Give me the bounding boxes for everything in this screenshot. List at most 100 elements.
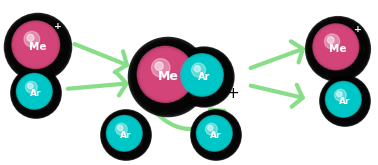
Circle shape bbox=[334, 90, 354, 110]
Circle shape bbox=[337, 48, 339, 50]
Circle shape bbox=[30, 39, 45, 53]
Circle shape bbox=[322, 33, 352, 63]
Circle shape bbox=[315, 26, 357, 68]
Circle shape bbox=[131, 40, 205, 114]
Circle shape bbox=[340, 96, 349, 105]
Circle shape bbox=[7, 16, 69, 78]
Circle shape bbox=[341, 97, 348, 104]
Circle shape bbox=[327, 83, 359, 115]
Circle shape bbox=[336, 47, 340, 51]
Circle shape bbox=[192, 65, 214, 87]
Circle shape bbox=[211, 130, 220, 139]
Circle shape bbox=[142, 51, 190, 99]
Circle shape bbox=[13, 70, 59, 116]
Circle shape bbox=[124, 133, 128, 137]
Circle shape bbox=[24, 33, 50, 59]
Circle shape bbox=[177, 50, 231, 104]
Circle shape bbox=[208, 127, 223, 141]
Circle shape bbox=[321, 78, 369, 125]
Text: +: + bbox=[227, 85, 239, 100]
Circle shape bbox=[190, 63, 215, 89]
Circle shape bbox=[194, 113, 238, 157]
Circle shape bbox=[27, 84, 43, 100]
Text: Ar: Ar bbox=[120, 131, 132, 139]
Circle shape bbox=[112, 121, 137, 146]
Circle shape bbox=[187, 60, 218, 91]
Circle shape bbox=[330, 41, 344, 55]
Circle shape bbox=[203, 122, 226, 146]
Circle shape bbox=[335, 91, 353, 109]
Circle shape bbox=[147, 55, 186, 95]
Circle shape bbox=[329, 40, 345, 56]
Circle shape bbox=[323, 79, 367, 123]
Circle shape bbox=[109, 118, 140, 149]
Circle shape bbox=[103, 112, 149, 158]
Circle shape bbox=[324, 80, 366, 122]
Circle shape bbox=[212, 131, 219, 138]
Circle shape bbox=[195, 114, 237, 156]
Circle shape bbox=[151, 60, 182, 91]
Circle shape bbox=[130, 39, 206, 115]
Circle shape bbox=[328, 39, 346, 57]
Text: Ar: Ar bbox=[198, 72, 210, 82]
Circle shape bbox=[32, 89, 39, 96]
Circle shape bbox=[200, 74, 207, 80]
Circle shape bbox=[26, 83, 44, 101]
Circle shape bbox=[185, 58, 219, 92]
Circle shape bbox=[31, 88, 40, 97]
Circle shape bbox=[319, 30, 353, 65]
Circle shape bbox=[28, 85, 42, 99]
Circle shape bbox=[317, 28, 356, 67]
Circle shape bbox=[313, 24, 359, 70]
Circle shape bbox=[321, 31, 353, 64]
Circle shape bbox=[148, 57, 184, 94]
Circle shape bbox=[22, 31, 51, 60]
Circle shape bbox=[145, 54, 187, 96]
Circle shape bbox=[23, 80, 46, 103]
Circle shape bbox=[101, 110, 151, 160]
Circle shape bbox=[162, 71, 173, 82]
Circle shape bbox=[191, 110, 241, 160]
Circle shape bbox=[200, 118, 230, 149]
Circle shape bbox=[34, 91, 38, 95]
Circle shape bbox=[332, 87, 356, 112]
Circle shape bbox=[152, 59, 170, 77]
Circle shape bbox=[309, 20, 367, 78]
Circle shape bbox=[33, 42, 42, 51]
Circle shape bbox=[159, 68, 176, 85]
Circle shape bbox=[17, 74, 51, 108]
Circle shape bbox=[20, 29, 53, 62]
Circle shape bbox=[135, 44, 201, 110]
Circle shape bbox=[113, 122, 136, 146]
Circle shape bbox=[155, 62, 163, 70]
Circle shape bbox=[115, 124, 135, 144]
Circle shape bbox=[328, 84, 359, 115]
Circle shape bbox=[139, 48, 192, 101]
Circle shape bbox=[27, 34, 34, 41]
Circle shape bbox=[198, 117, 231, 149]
Circle shape bbox=[15, 24, 57, 66]
Circle shape bbox=[175, 48, 233, 106]
Circle shape bbox=[320, 76, 370, 126]
Circle shape bbox=[102, 112, 150, 159]
Circle shape bbox=[110, 119, 139, 148]
Circle shape bbox=[192, 63, 206, 77]
Circle shape bbox=[24, 81, 46, 103]
Circle shape bbox=[153, 62, 181, 90]
Circle shape bbox=[330, 86, 357, 113]
Circle shape bbox=[160, 69, 174, 83]
Circle shape bbox=[327, 38, 347, 58]
Circle shape bbox=[31, 40, 43, 52]
Circle shape bbox=[207, 126, 223, 142]
Circle shape bbox=[200, 119, 229, 148]
Circle shape bbox=[189, 62, 217, 89]
Circle shape bbox=[204, 123, 226, 145]
Circle shape bbox=[318, 29, 355, 66]
Circle shape bbox=[165, 74, 170, 80]
Circle shape bbox=[209, 128, 222, 141]
Circle shape bbox=[195, 68, 212, 85]
Circle shape bbox=[310, 21, 366, 77]
Circle shape bbox=[25, 82, 45, 102]
Circle shape bbox=[202, 121, 227, 146]
Circle shape bbox=[16, 25, 56, 65]
